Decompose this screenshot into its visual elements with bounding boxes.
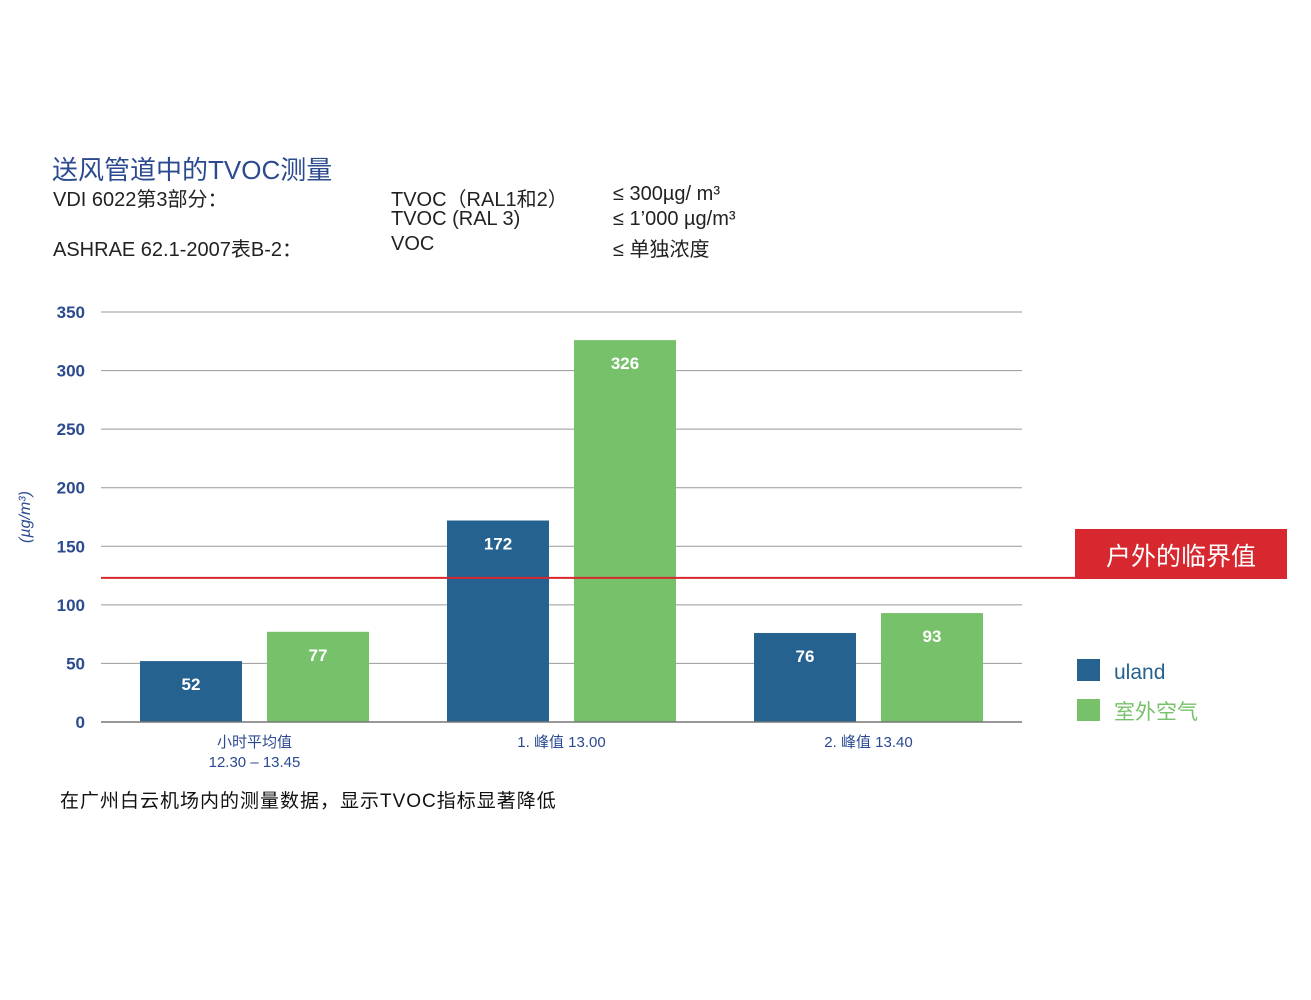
outdoor-air-bar: [267, 631, 369, 722]
standard-limit-voc: ≤ 单独浓度: [613, 239, 710, 261]
standard-name-vdi: VDI 6022第3部分：: [53, 189, 228, 211]
y-tick-label: 350: [57, 303, 85, 322]
standard-param-tvoc-ral3: TVOC (RAL 3): [391, 208, 521, 230]
legend-swatch-uland: [1077, 659, 1100, 681]
y-axis-label: (µg/m³): [17, 491, 34, 543]
y-tick-label: 200: [57, 479, 85, 498]
y-tick-label: 300: [57, 362, 85, 381]
legend-swatch-outdoor-air: [1077, 699, 1100, 721]
threshold-label: 户外的临界值: [1106, 543, 1256, 571]
page-title: 送风管道中的TVOC测量: [52, 155, 333, 185]
x-category-label: 1. 峰值 13.00: [517, 734, 605, 751]
standard-param-tvoc-ral12: TVOC（RAL1和2）: [391, 189, 568, 211]
uland-bar: [754, 632, 856, 722]
y-tick-label: 0: [76, 713, 85, 732]
chart-caption: 在广州白云机场内的测量数据，显示TVOC指标显著降低: [60, 791, 557, 812]
uland-bar: [447, 520, 549, 722]
y-tick-label: 50: [66, 654, 85, 673]
threshold-label-box: [1075, 529, 1287, 579]
y-tick-label: 100: [57, 596, 85, 615]
legend-label-outdoor-air: 室外空气: [1114, 701, 1198, 724]
bar-value-label: 93: [923, 627, 942, 646]
standard-param-voc: VOC: [391, 233, 435, 255]
uland-bar: [140, 661, 242, 722]
bar-value-label: 172: [484, 535, 512, 554]
bar-value-label: 76: [796, 647, 815, 666]
standard-name-ashrae: ASHRAE 62.1-2007表B-2：: [53, 239, 303, 261]
y-tick-label: 150: [57, 537, 85, 556]
outdoor-air-bar: [881, 613, 983, 722]
x-category-label: 2. 峰值 13.40: [824, 734, 912, 751]
bar-value-label: 77: [309, 646, 328, 665]
bar-value-label: 326: [611, 354, 639, 373]
x-category-label: 12.30 – 13.45: [209, 754, 301, 771]
legend-label-uland: uland: [1114, 661, 1165, 684]
y-tick-label: 250: [57, 420, 85, 439]
standard-limit-tvoc-ral12: ≤ 300µg/ m³: [613, 183, 720, 205]
standard-limit-tvoc-ral3: ≤ 1’000 µg/m³: [613, 208, 736, 230]
x-category-label: 小时平均值: [217, 734, 292, 751]
bar-value-label: 52: [182, 675, 201, 694]
outdoor-air-bar: [574, 340, 676, 722]
